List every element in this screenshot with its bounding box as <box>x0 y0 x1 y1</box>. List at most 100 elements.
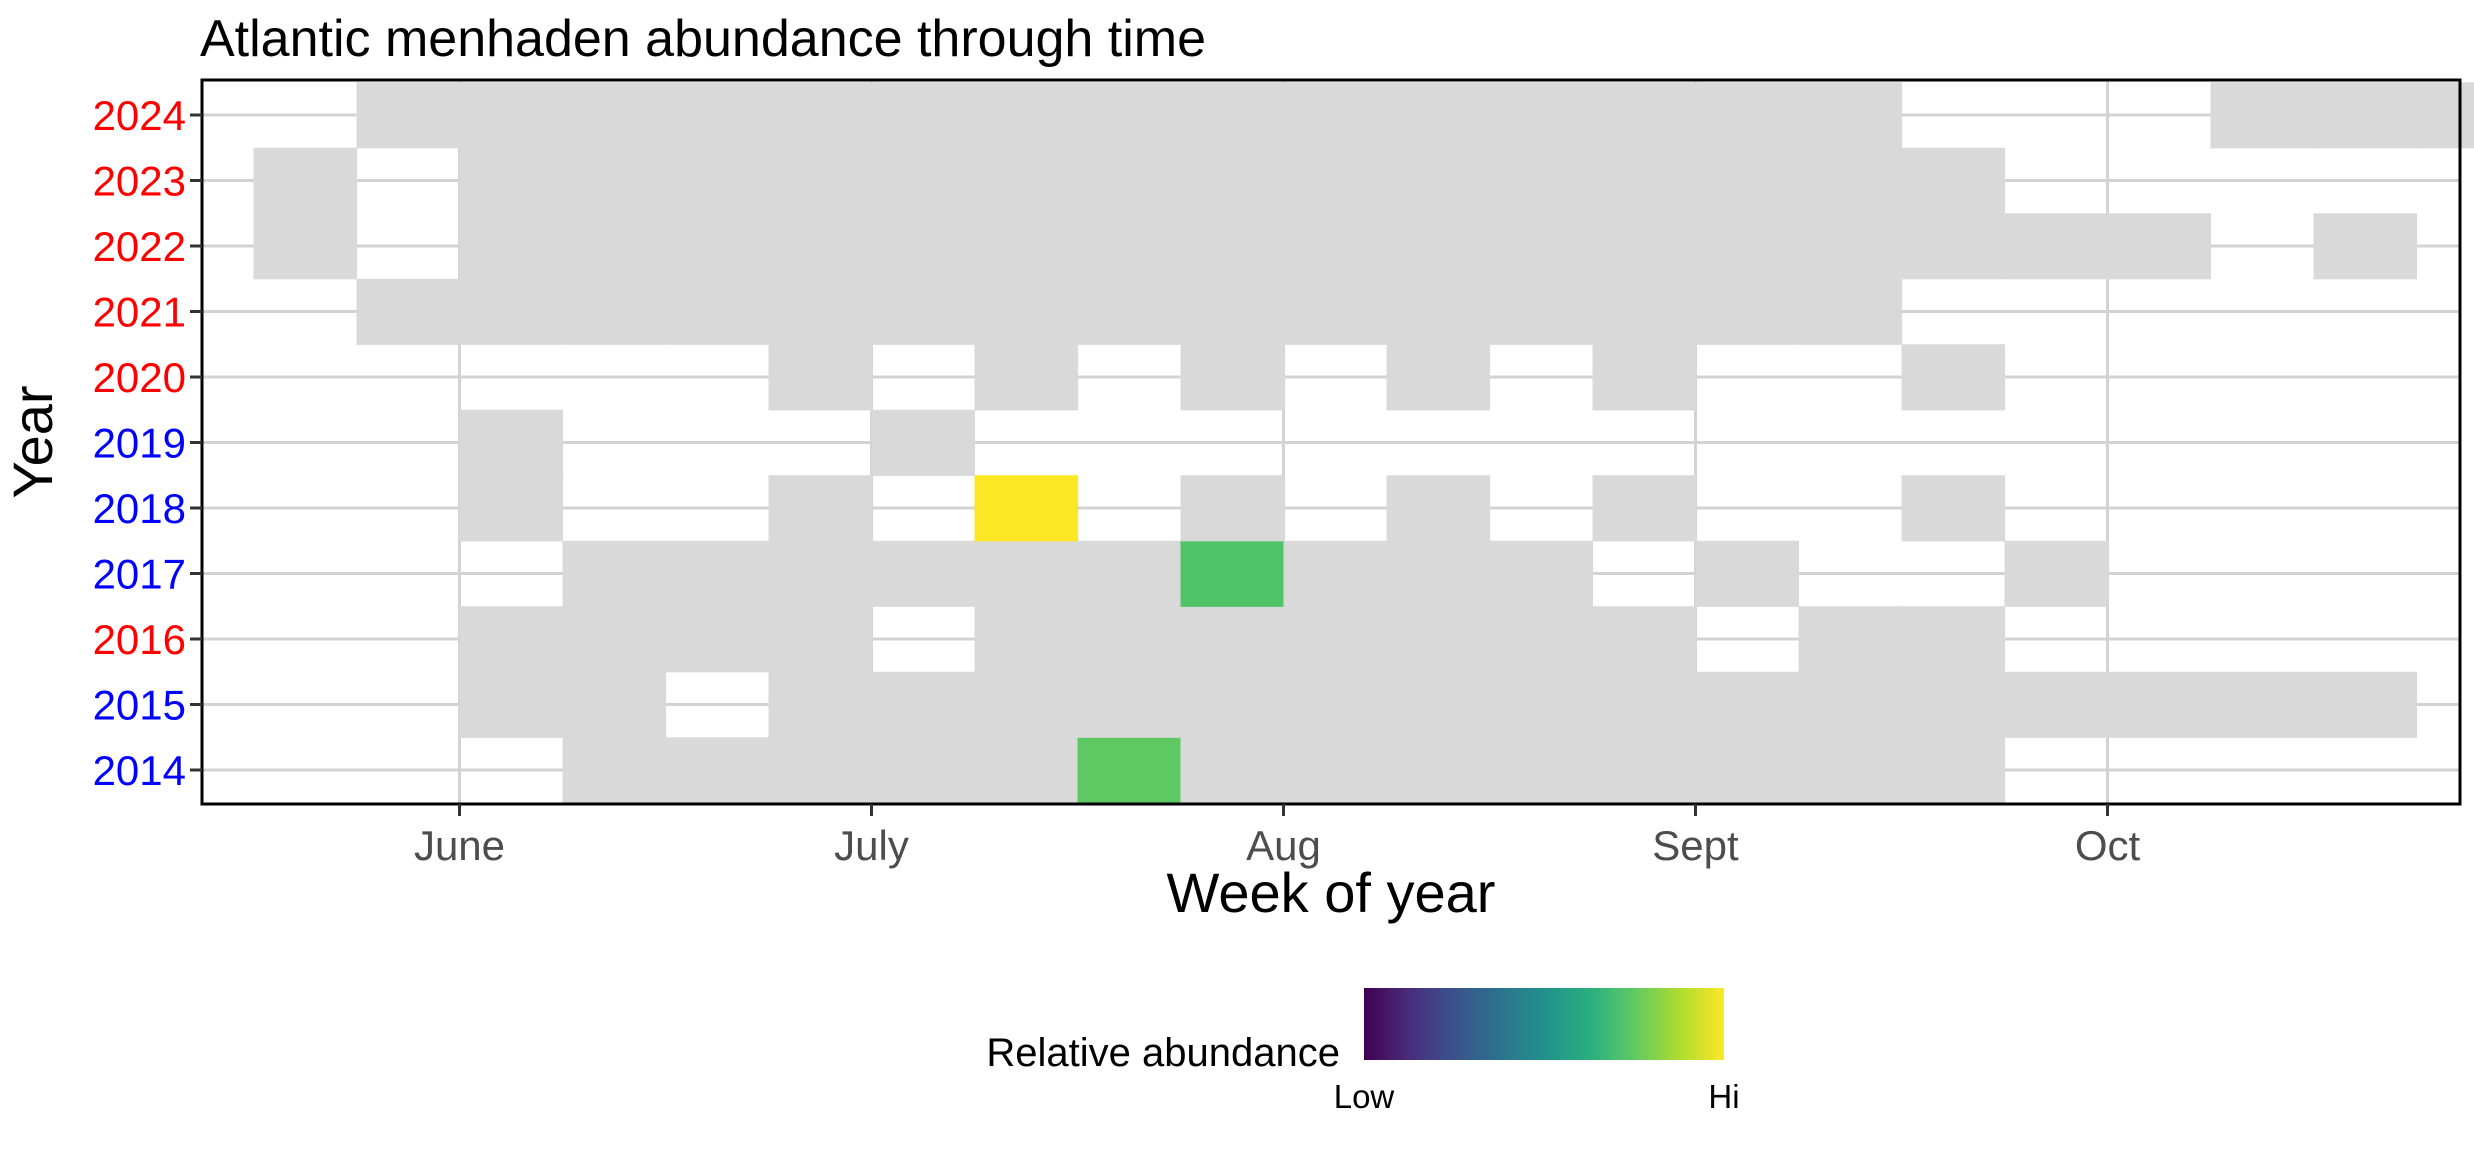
heatmap-cell <box>1592 737 1697 804</box>
heatmap-cell <box>871 82 976 149</box>
heatmap-cell <box>871 147 976 214</box>
y-tick-label: 2020 <box>93 354 186 401</box>
x-tick-label: July <box>834 822 909 869</box>
heatmap-cell <box>253 213 358 280</box>
heatmap-cell <box>665 737 770 804</box>
heatmap-cell <box>459 278 564 345</box>
y-tick-label: 2024 <box>93 92 186 139</box>
heatmap-cell <box>1695 278 1800 345</box>
heatmap-cell <box>1695 671 1800 738</box>
heatmap-cell <box>871 737 976 804</box>
heatmap-cell <box>1077 82 1182 149</box>
heatmap-cell <box>1901 213 2006 280</box>
heatmap-cell <box>974 213 1079 280</box>
heatmap-cell <box>1283 737 1388 804</box>
heatmap-cell <box>562 82 667 149</box>
heatmap-cell <box>1592 606 1697 673</box>
y-tick-label: 2023 <box>93 158 186 205</box>
legend-title: Relative abundance <box>986 1031 1340 1075</box>
heatmap-cell <box>768 278 873 345</box>
y-tick-label: 2019 <box>93 420 186 467</box>
heatmap-cell <box>2004 213 2109 280</box>
heatmap-cell <box>1077 278 1182 345</box>
heatmap-cell <box>665 540 770 607</box>
heatmap-cell <box>768 147 873 214</box>
heatmap-cell <box>974 278 1079 345</box>
heatmap-cell <box>1901 147 2006 214</box>
heatmap-cell <box>459 213 564 280</box>
heatmap-cell <box>1077 737 1182 804</box>
heatmap-cell <box>1592 344 1697 411</box>
heatmap-cell <box>1489 147 1594 214</box>
heatmap-cell <box>768 671 873 738</box>
y-tick-label: 2017 <box>93 551 186 598</box>
heatmap-cell <box>871 671 976 738</box>
heatmap-cell <box>1283 82 1388 149</box>
heatmap-cell <box>1489 606 1594 673</box>
x-tick-label: Oct <box>2075 822 2141 869</box>
heatmap-cell <box>2004 540 2109 607</box>
heatmap-cells <box>253 82 2474 804</box>
heatmap-cell <box>768 606 873 673</box>
heatmap-cell <box>562 278 667 345</box>
heatmap-cell <box>1798 213 1903 280</box>
heatmap-cell <box>1901 737 2006 804</box>
heatmap-cell <box>1386 82 1491 149</box>
heatmap-cell <box>562 671 667 738</box>
heatmap-cell <box>459 147 564 214</box>
heatmap-cell <box>1798 147 1903 214</box>
heatmap-cell <box>1489 540 1594 607</box>
heatmap-cell <box>1283 147 1388 214</box>
heatmap-cell <box>459 606 564 673</box>
heatmap-cell <box>974 475 1079 542</box>
heatmap-cell <box>1386 737 1491 804</box>
heatmap-cell <box>974 344 1079 411</box>
heatmap-cell <box>1386 213 1491 280</box>
legend-low-label: Low <box>1334 1078 1395 1115</box>
heatmap-cell <box>1489 278 1594 345</box>
heatmap-cell <box>974 606 1079 673</box>
heatmap-cell <box>562 606 667 673</box>
heatmap-cell <box>459 409 564 476</box>
heatmap-cell <box>1695 147 1800 214</box>
y-axis-title: Year <box>1 385 64 498</box>
heatmap-cell <box>1592 475 1697 542</box>
heatmap-cell <box>871 213 976 280</box>
heatmap-cell <box>2313 82 2418 149</box>
heatmap-cell <box>1180 344 1285 411</box>
heatmap-cell <box>1592 82 1697 149</box>
heatmap-cell <box>1592 213 1697 280</box>
heatmap-cell <box>1077 606 1182 673</box>
heatmap-cell <box>1386 540 1491 607</box>
y-tick-label: 2022 <box>93 223 186 270</box>
heatmap-cell <box>2313 671 2418 738</box>
heatmap-cell <box>665 213 770 280</box>
heatmap-cell <box>1386 671 1491 738</box>
heatmap-cell <box>1901 344 2006 411</box>
heatmap-cell <box>1489 737 1594 804</box>
heatmap-cell <box>356 278 461 345</box>
heatmap-cell <box>2210 82 2315 149</box>
x-tick-label: Sept <box>1652 822 1739 869</box>
heatmap-cell <box>1695 737 1800 804</box>
heatmap-cell <box>665 278 770 345</box>
heatmap-cell <box>2313 213 2418 280</box>
x-axis: June July Aug Sept Oct <box>414 804 2141 869</box>
legend-colorbar <box>1364 988 1724 1060</box>
heatmap-cell <box>562 737 667 804</box>
heatmap-cell <box>1592 278 1697 345</box>
heatmap-cell <box>1798 737 1903 804</box>
heatmap-cell <box>1180 475 1285 542</box>
heatmap-cell <box>974 82 1079 149</box>
heatmap-cell <box>1386 147 1491 214</box>
y-axis: 2014 2015 2016 2017 2018 2019 2020 2021 2022 2023… <box>93 92 202 794</box>
heatmap-cell <box>665 147 770 214</box>
heatmap-cell <box>1695 213 1800 280</box>
heatmap-cell <box>562 147 667 214</box>
heatmap-cell <box>562 540 667 607</box>
heatmap-cell <box>1283 606 1388 673</box>
heatmap-cell <box>768 82 873 149</box>
heatmap-cell <box>768 213 873 280</box>
heatmap-cell <box>1283 540 1388 607</box>
heatmap-cell <box>1695 540 1800 607</box>
